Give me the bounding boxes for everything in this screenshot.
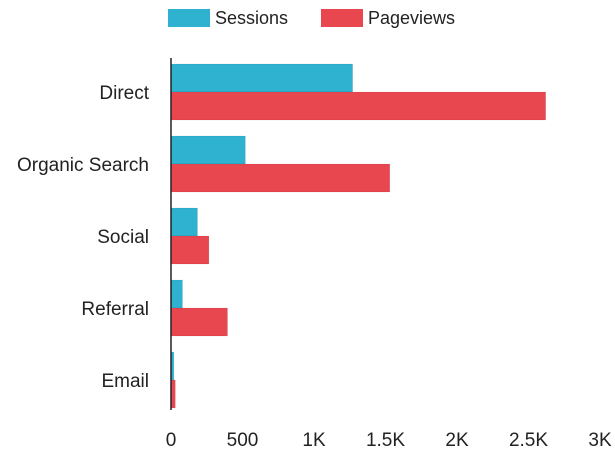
x-tick-2k: 2K bbox=[445, 430, 469, 451]
x-tick-500: 500 bbox=[227, 430, 259, 451]
category-labels: Direct Organic Search Social Referral Email bbox=[17, 83, 150, 392]
category-label-email: Email bbox=[101, 371, 149, 392]
bars bbox=[170, 63, 546, 409]
legend: Sessions Pageviews bbox=[168, 8, 455, 28]
category-label-social: Social bbox=[97, 227, 149, 248]
bar-pageviews-referral bbox=[170, 307, 228, 337]
bar-pageviews-social bbox=[170, 235, 210, 265]
category-label-organic-search: Organic Search bbox=[17, 155, 149, 176]
bar-sessions-direct bbox=[170, 63, 353, 93]
x-tick-0: 0 bbox=[166, 430, 177, 451]
x-tick-1-5k: 1.5K bbox=[366, 430, 405, 451]
x-tick-3k: 3K bbox=[588, 430, 612, 451]
bar-sessions-referral bbox=[170, 279, 183, 309]
bar-sessions-social bbox=[170, 207, 198, 237]
legend-swatch-sessions bbox=[168, 9, 210, 27]
x-axis-ticks: 0 500 1K 1.5K 2K 2.5K 3K bbox=[166, 430, 612, 451]
bar-pageviews-direct bbox=[170, 91, 546, 121]
category-label-referral: Referral bbox=[81, 299, 149, 320]
x-tick-2-5k: 2.5K bbox=[509, 430, 548, 451]
legend-label-sessions: Sessions bbox=[215, 8, 288, 28]
legend-swatch-pageviews bbox=[321, 9, 363, 27]
x-tick-1k: 1K bbox=[302, 430, 326, 451]
bar-pageviews-organic-search bbox=[170, 163, 391, 193]
category-label-direct: Direct bbox=[99, 83, 149, 104]
bar-sessions-organic-search bbox=[170, 135, 246, 165]
legend-label-pageviews: Pageviews bbox=[368, 8, 455, 28]
